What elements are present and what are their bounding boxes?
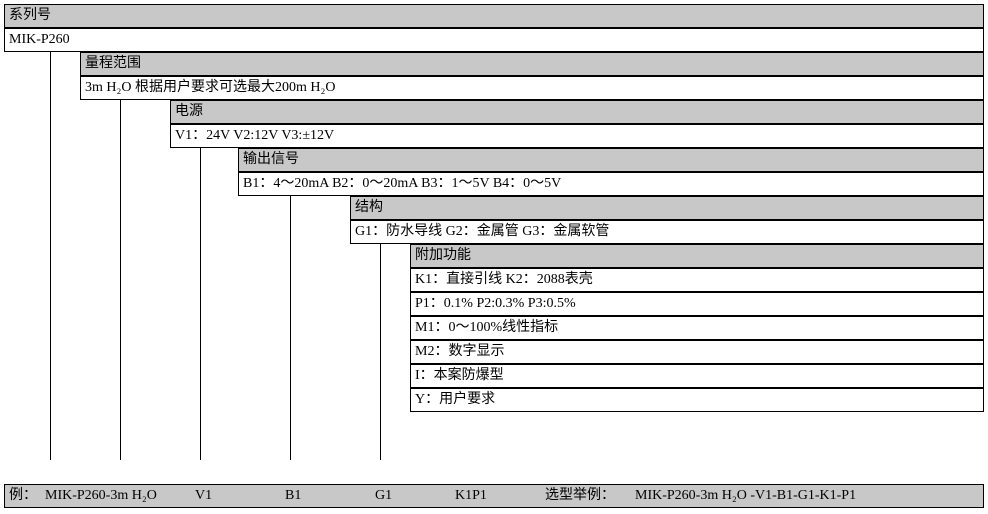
example-prefix: 例：: [9, 485, 37, 507]
section-value: MIK-P260: [4, 28, 984, 52]
section-value: M2：数字显示: [410, 340, 984, 364]
section-value: K1：直接引线 K2：2088表壳: [410, 268, 984, 292]
row-text: P1：0.1% P2:0.3% P3:0.5%: [415, 293, 576, 315]
section-value: M1：0～100%线性指标: [410, 316, 984, 340]
section-value: G1：防水导线 G2：金属管 G3：金属软管: [350, 220, 984, 244]
section-value: 3m H₂O 根据用户要求可选最大200m H₂O: [80, 76, 984, 100]
tree-connector: [200, 148, 201, 460]
section-value: B1：4～20mA B2：0～20mA B3：1～5V B4：0～5V: [238, 172, 984, 196]
example-full: MIK-P260-3m H₂O -V1-B1-G1-K1-P1: [635, 485, 856, 507]
example-g: G1: [375, 485, 392, 507]
section-value: P1：0.1% P2:0.3% P3:0.5%: [410, 292, 984, 316]
selection-table: 系列号MIK-P260 量程范围3m H₂O 根据用户要求可选最大200m H₂O…: [0, 0, 988, 514]
row-text: 电源: [175, 101, 203, 123]
tree-connector: [290, 196, 291, 460]
section-value: Y：用户要求: [410, 388, 984, 412]
row-text: 3m H₂O 根据用户要求可选最大200m H₂O: [85, 77, 335, 99]
row-text: 系列号: [9, 5, 51, 27]
section-value: V1：24V V2:12V V3:±12V: [170, 124, 984, 148]
tree-connector: [120, 100, 121, 460]
example-row: 例： MIK-P260-3m H₂O V1 B1 G1 K1P1 选型举例： MIK-P260…: [4, 484, 984, 508]
example-v: V1: [195, 485, 212, 507]
section-header: 电源: [170, 100, 984, 124]
row-text: I：本案防爆型: [415, 365, 504, 387]
row-text: K1：直接引线 K2：2088表壳: [415, 269, 593, 291]
example-model: MIK-P260-3m H₂O: [45, 485, 157, 507]
section-header: 结构: [350, 196, 984, 220]
section-header: 系列号: [4, 4, 984, 28]
row-text: MIK-P260: [9, 29, 70, 51]
tree-connector: [50, 52, 51, 460]
example-label: 选型举例：: [545, 485, 615, 507]
row-text: 附加功能: [415, 245, 471, 267]
row-text: B1：4～20mA B2：0～20mA B3：1～5V B4：0～5V: [243, 173, 561, 195]
section-header: 量程范围: [80, 52, 984, 76]
row-text: 结构: [355, 197, 383, 219]
row-text: 输出信号: [243, 149, 299, 171]
section-header: 输出信号: [238, 148, 984, 172]
section-header: 附加功能: [410, 244, 984, 268]
row-text: 量程范围: [85, 53, 141, 75]
row-text: Y：用户要求: [415, 389, 495, 411]
example-b: B1: [285, 485, 301, 507]
row-text: M2：数字显示: [415, 341, 504, 363]
example-kp: K1P1: [455, 485, 487, 507]
section-value: I：本案防爆型: [410, 364, 984, 388]
tree-connector: [380, 244, 381, 460]
row-text: V1：24V V2:12V V3:±12V: [175, 125, 334, 147]
row-text: M1：0～100%线性指标: [415, 317, 558, 339]
row-text: G1：防水导线 G2：金属管 G3：金属软管: [355, 221, 609, 243]
